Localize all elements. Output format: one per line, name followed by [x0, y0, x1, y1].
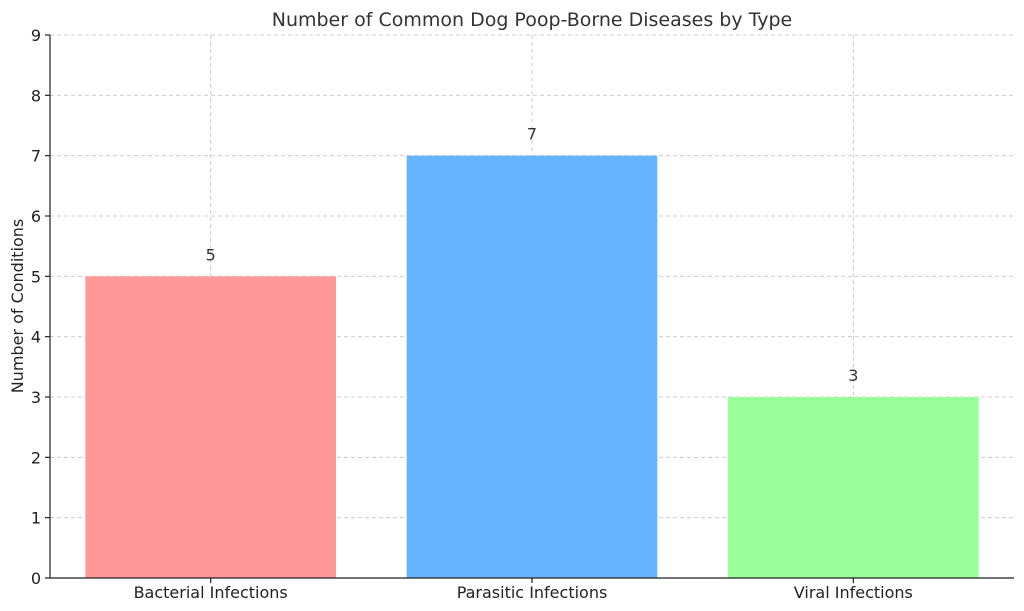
- y-tick-label: 0: [31, 569, 41, 588]
- y-tick-label: 1: [31, 509, 41, 528]
- y-tick-label: 6: [31, 207, 41, 226]
- y-tick-label: 5: [31, 267, 41, 286]
- bar: [85, 276, 336, 578]
- value-labels: 5 7 3: [206, 125, 859, 385]
- bar-value-label: 5: [206, 245, 216, 264]
- y-tick-label: 3: [31, 388, 41, 407]
- bar: [728, 397, 979, 578]
- chart-title: Number of Common Dog Poop-Borne Diseases…: [272, 9, 793, 31]
- x-tick-label: Viral Infections: [794, 583, 913, 602]
- x-tick-label: Parasitic Infections: [457, 583, 608, 602]
- bar-value-label: 7: [527, 125, 537, 144]
- y-axis-label: Number of Conditions: [8, 219, 27, 394]
- axis-ticks: 0 1 2 3 4 5 6 7 8 9 Bacterial Infections Parasitic …: [31, 26, 913, 602]
- y-tick-label: 8: [31, 86, 41, 105]
- bar-value-label: 3: [848, 366, 858, 385]
- y-tick-label: 2: [31, 448, 41, 467]
- y-tick-label: 4: [31, 328, 41, 347]
- bar: [406, 155, 658, 578]
- y-tick-label: 9: [31, 26, 41, 45]
- y-tick-label: 7: [31, 147, 41, 166]
- bars: [85, 155, 979, 578]
- x-tick-label: Bacterial Infections: [134, 583, 288, 602]
